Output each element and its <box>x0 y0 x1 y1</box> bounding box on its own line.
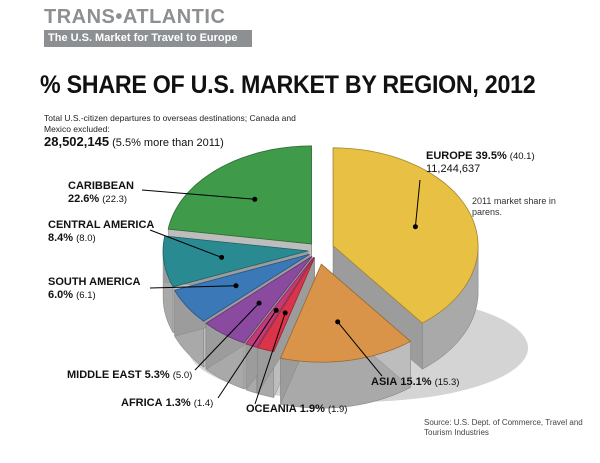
total-departures: 28,502,145 (5.5% more than 2011) <box>44 135 344 150</box>
label-south-america-prev: (6.1) <box>76 290 96 301</box>
label-caribbean: CARIBBEAN 22.6% (22.3) <box>68 180 134 206</box>
label-central-america: CENTRAL AMERICA 8.4% (8.0) <box>48 219 154 245</box>
label-middle-east-value: 5.3% <box>144 369 170 381</box>
slice-top-caribbean <box>167 145 312 245</box>
label-africa-value: 1.3% <box>165 397 191 409</box>
label-europe-count: 11,244,637 <box>426 163 481 175</box>
slice-top-asia <box>279 263 412 363</box>
brand-name: TRANS•ATLANTIC <box>44 6 226 28</box>
total-note: (5.5% more than 2011) <box>112 137 224 149</box>
label-africa: AFRICA 1.3% (1.4) <box>121 397 213 410</box>
leader-caribbean <box>141 189 255 200</box>
label-caribbean-name: CARIBBEAN <box>68 180 134 192</box>
label-europe-value: 39.5% <box>475 150 507 162</box>
leader-dot-europe <box>412 224 418 230</box>
chart-title: % SHARE OF U.S. MARKET BY REGION, 2012 <box>40 71 536 99</box>
leader-central-america <box>149 229 222 258</box>
brand: TRANS•ATLANTIC The U.S. Market for Trave… <box>44 6 264 47</box>
label-south-america-value: 6.0% <box>48 289 74 301</box>
total-value: 28,502,145 <box>44 134 110 149</box>
label-oceania-name: OCEANIA <box>246 403 297 415</box>
label-oceania: OCEANIA 1.9% (1.9) <box>246 403 347 416</box>
leader-dot-middle-east <box>256 300 262 306</box>
source-note: Source: U.S. Dept. of Commerce, Travel a… <box>424 418 583 437</box>
label-south-america-name: SOUTH AMERICA <box>48 276 141 288</box>
leader-south-america <box>149 285 237 289</box>
label-asia-value: 15.1% <box>400 376 432 388</box>
leader-dot-south-america <box>233 283 239 289</box>
chart-subtitle: Total U.S.-citizen departures to oversea… <box>44 113 296 134</box>
slice-asia <box>279 263 412 409</box>
slice-top-africa <box>245 256 315 348</box>
label-asia: ASIA 15.1% (15.3) <box>371 376 459 389</box>
leader-middle-east <box>194 302 260 371</box>
leader-europe <box>414 179 421 227</box>
label-caribbean-value: 22.6% <box>68 193 100 205</box>
slice-top-south-america <box>173 253 310 322</box>
label-caribbean-prev: (22.3) <box>102 194 128 205</box>
label-europe-prev: (40.1) <box>509 151 535 162</box>
slice-top-middle-east <box>205 256 313 344</box>
label-oceania-prev: (1.9) <box>327 404 348 415</box>
label-middle-east-prev: (5.0) <box>172 370 193 381</box>
label-middle-east-name: MIDDLE EAST <box>67 369 142 381</box>
label-central-america-name: CENTRAL AMERICA <box>48 219 155 231</box>
leader-dot-africa <box>273 307 279 313</box>
leader-dot-asia <box>335 319 341 325</box>
slice-top-europe <box>332 147 479 324</box>
leader-africa <box>217 310 277 399</box>
label-south-america: SOUTH AMERICA 6.0% (6.1) <box>48 276 140 302</box>
label-central-america-value: 8.4% <box>48 232 74 244</box>
leader-dot-caribbean <box>252 196 258 202</box>
label-middle-east: MIDDLE EAST 5.3% (5.0) <box>67 369 192 382</box>
label-africa-name: AFRICA <box>121 397 163 409</box>
leader-oceania <box>254 312 286 405</box>
slice-top-oceania <box>256 257 315 353</box>
leader-asia <box>337 321 383 377</box>
label-europe-name: EUROPE <box>426 150 473 162</box>
legend-note: 2011 market share in parens. <box>472 196 556 217</box>
label-central-america-prev: (8.0) <box>76 233 96 244</box>
label-europe: EUROPE 39.5% (40.1) 11,244,637 <box>426 150 535 176</box>
label-africa-prev: (1.4) <box>193 398 214 409</box>
brand-tagline: The U.S. Market for Travel to Europe <box>44 30 252 47</box>
label-asia-name: ASIA <box>371 376 398 388</box>
label-asia-prev: (15.3) <box>434 377 460 388</box>
leader-dot-central-america <box>219 254 225 260</box>
leader-dot-oceania <box>282 310 288 316</box>
label-oceania-value: 1.9% <box>299 403 325 415</box>
